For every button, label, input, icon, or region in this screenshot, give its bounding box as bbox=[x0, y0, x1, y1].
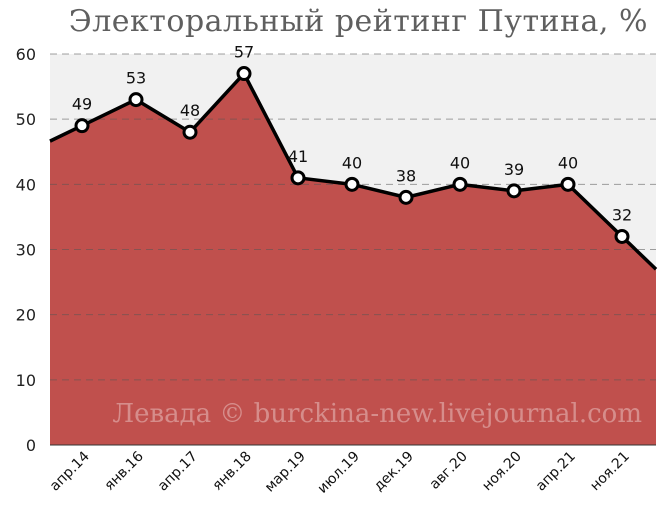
data-label: 32 bbox=[612, 205, 632, 224]
data-label: 48 bbox=[180, 101, 200, 120]
y-tick-label: 20 bbox=[16, 306, 36, 325]
x-tick-label: апр.17 bbox=[155, 449, 201, 495]
x-tick-label: ноя.20 bbox=[479, 449, 525, 495]
x-tick-labels: апр.14 янв.16 апр.17 янв.18 мар.19 июл.19 дек.… bbox=[47, 448, 633, 496]
data-labels: 49 53 48 57 41 40 38 40 39 40 32 bbox=[72, 43, 632, 225]
x-tick-label: авг.20 bbox=[427, 449, 471, 493]
data-label: 40 bbox=[450, 153, 470, 172]
watermark: Левада © burckina-new.livejournal.com bbox=[112, 399, 642, 429]
y-tick-label: 30 bbox=[16, 241, 36, 260]
y-tick-labels: 0 10 20 30 40 50 60 bbox=[16, 45, 36, 455]
data-point bbox=[236, 66, 252, 82]
data-point bbox=[398, 189, 414, 205]
x-tick-label: янв.18 bbox=[210, 449, 255, 494]
data-label: 41 bbox=[288, 147, 308, 166]
data-label: 39 bbox=[504, 160, 524, 179]
x-tick-label: июл.19 bbox=[315, 449, 363, 497]
data-point bbox=[560, 176, 576, 192]
data-label: 40 bbox=[558, 153, 578, 172]
data-markers bbox=[74, 66, 630, 244]
y-tick-label: 0 bbox=[26, 436, 36, 455]
y-tick-label: 60 bbox=[16, 45, 36, 64]
data-label: 57 bbox=[234, 43, 254, 62]
y-tick-label: 10 bbox=[16, 371, 36, 390]
data-point bbox=[128, 92, 144, 108]
data-point bbox=[452, 176, 468, 192]
data-label: 49 bbox=[72, 95, 92, 114]
data-point bbox=[74, 118, 90, 134]
data-label: 53 bbox=[126, 69, 146, 88]
x-tick-label: мар.19 bbox=[262, 449, 309, 496]
data-label: 38 bbox=[396, 166, 416, 185]
chart-title: Электоральный рейтинг Путина, % bbox=[68, 4, 648, 39]
x-tick-label: апр.21 bbox=[533, 449, 579, 495]
data-point bbox=[614, 228, 630, 244]
x-tick-label: ноя.21 bbox=[587, 449, 633, 495]
x-tick-label: янв.16 bbox=[102, 448, 147, 493]
data-point bbox=[182, 124, 198, 140]
x-tick-label: апр.14 bbox=[47, 448, 93, 494]
data-point bbox=[506, 183, 522, 199]
y-tick-label: 40 bbox=[16, 175, 36, 194]
y-tick-label: 50 bbox=[16, 110, 36, 129]
data-point bbox=[344, 176, 360, 192]
data-label: 40 bbox=[342, 153, 362, 172]
area-fill bbox=[50, 73, 656, 446]
data-point bbox=[290, 170, 306, 186]
x-tick-label: дек.19 bbox=[371, 449, 417, 495]
